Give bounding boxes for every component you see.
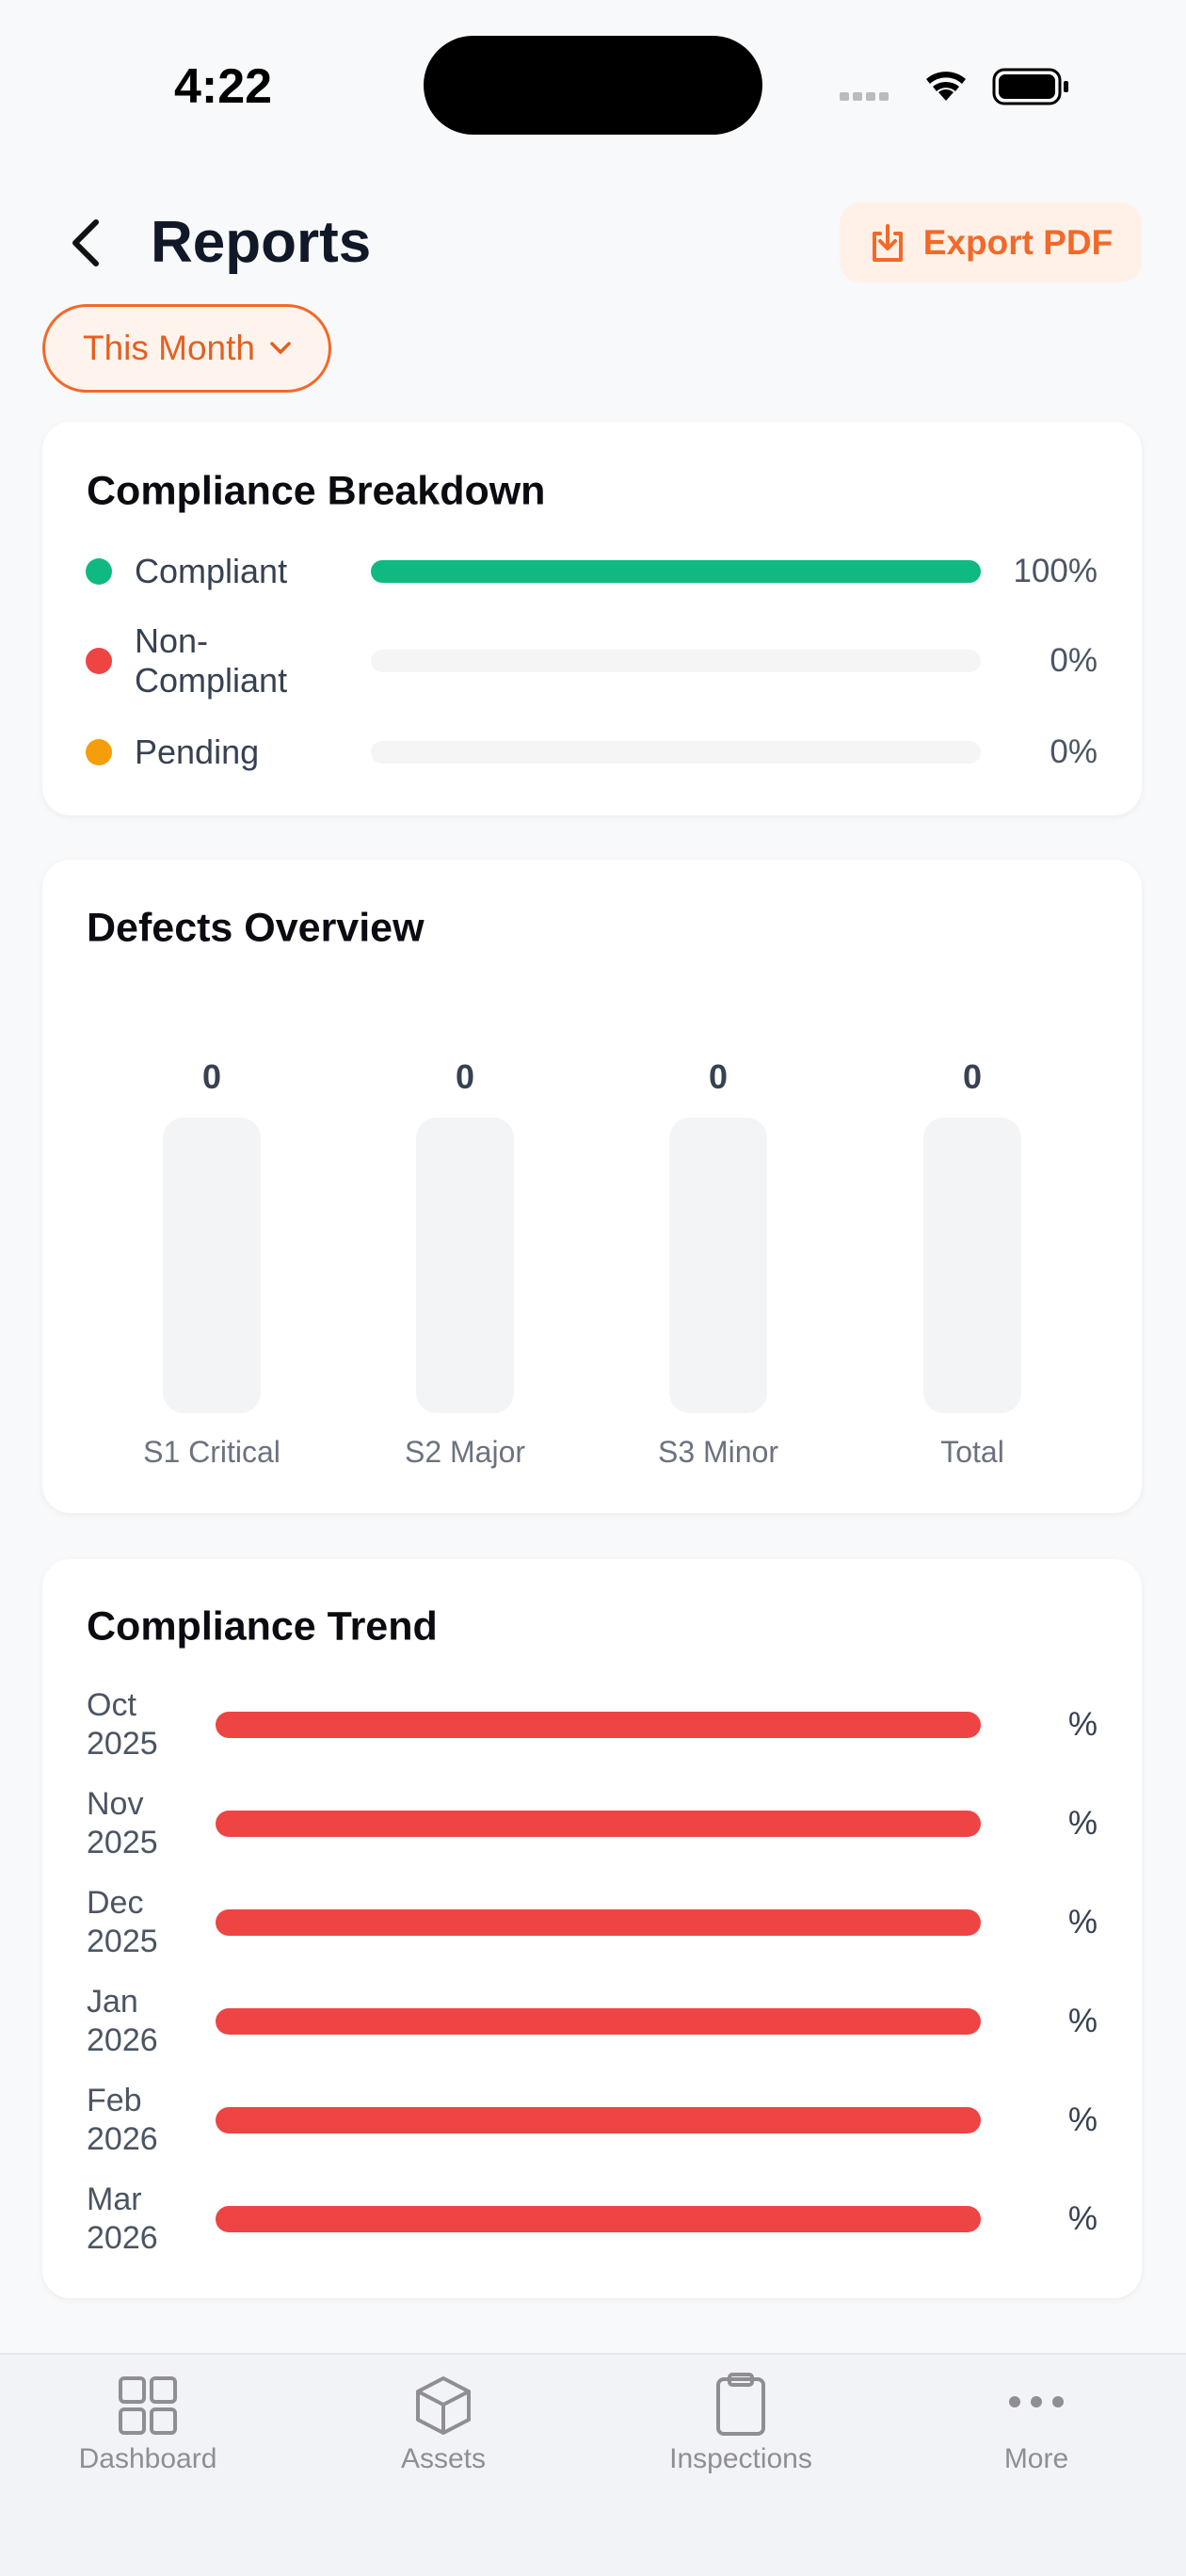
month-label: Oct 2025 — [87, 1687, 158, 1762]
item-label: Compliant — [135, 552, 288, 590]
dashboard-icon — [119, 2376, 177, 2435]
value-label: % — [1067, 1706, 1098, 1743]
card-title: Defects Overview — [87, 905, 425, 951]
tab-label[interactable]: Inspections — [669, 2443, 812, 2474]
value-label: 0% — [1050, 733, 1098, 770]
month-label: Nov 2025 — [87, 1786, 158, 1860]
item-label: Pending — [135, 733, 260, 771]
export-label: Export PDF — [922, 222, 1114, 262]
category-label: S2 Major — [404, 1435, 526, 1469]
value-label: % — [1067, 1904, 1098, 1940]
inspections-icon — [716, 2373, 765, 2436]
dynamic-island — [424, 36, 762, 135]
page-title: Reports — [151, 210, 372, 275]
bar-track — [371, 741, 981, 764]
trend-bar — [216, 1811, 981, 1837]
status-icons — [840, 68, 1068, 105]
trend-bar — [216, 2008, 981, 2035]
month-label: Jan 2026 — [87, 1984, 158, 2058]
period-filter[interactable]: This Month — [42, 304, 331, 393]
month-label: Dec 2025 — [87, 1885, 158, 1959]
value-label: 0 — [201, 1057, 222, 1096]
category-label: Total — [940, 1435, 1004, 1469]
month-label: Mar 2026 — [87, 2182, 158, 2256]
tab-label[interactable]: Dashboard — [78, 2443, 217, 2474]
value-label: % — [1067, 2003, 1098, 2039]
category-label: S3 Minor — [657, 1435, 779, 1469]
bar-track — [669, 1118, 767, 1413]
bar-track — [923, 1118, 1021, 1413]
value-label: % — [1067, 2101, 1098, 2138]
bar-track — [416, 1118, 514, 1413]
item-label: Non-Compliant — [135, 621, 288, 700]
month-label: Feb 2026 — [87, 2083, 158, 2157]
trend-bar — [216, 2206, 981, 2232]
tab-label[interactable]: More — [1003, 2443, 1069, 2474]
value-label: 0 — [455, 1057, 475, 1096]
category-label: S1 Critical — [143, 1435, 280, 1469]
back-button[interactable] — [68, 218, 105, 267]
value-label: 100% — [1013, 553, 1098, 589]
trend-card: Compliance Trend Oct 2025% Nov 2025% Dec 2… — [42, 1559, 1142, 2298]
tab-bar: Dashboard Assets Inspections More — [0, 2353, 1186, 2576]
export-icon — [872, 223, 903, 262]
compliance-breakdown-card: Compliance Breakdown Compliant 100% Non-Co… — [42, 422, 1142, 815]
value-label: 0% — [1050, 642, 1098, 679]
more-icon — [1009, 2396, 1064, 2407]
bar-track — [371, 650, 981, 672]
trend-bar — [216, 1909, 981, 1936]
card-title: Compliance Breakdown — [87, 468, 546, 514]
period-label: This Month — [82, 329, 255, 367]
trend-bar — [216, 2107, 981, 2133]
legend-dot — [86, 558, 112, 585]
card-title: Compliance Trend — [87, 1603, 438, 1650]
bar-track — [163, 1118, 261, 1413]
tab-label[interactable]: Assets — [400, 2443, 487, 2474]
value-label: % — [1067, 2200, 1098, 2237]
defects-card: Defects Overview 0 S1 Critical 0 S2 Major 0 S… — [42, 860, 1142, 1513]
value-label: % — [1067, 1805, 1098, 1842]
value-label: 0 — [708, 1057, 729, 1096]
chevron-down — [270, 342, 291, 355]
assets-icon — [416, 2376, 471, 2435]
bar — [371, 560, 981, 583]
legend-dot — [86, 648, 112, 674]
legend-dot — [86, 739, 112, 765]
value-label: 0 — [962, 1057, 983, 1096]
export-button[interactable]: Export PDF — [840, 202, 1142, 282]
status-time: 4:22 — [174, 59, 273, 114]
trend-bar — [216, 1712, 981, 1738]
